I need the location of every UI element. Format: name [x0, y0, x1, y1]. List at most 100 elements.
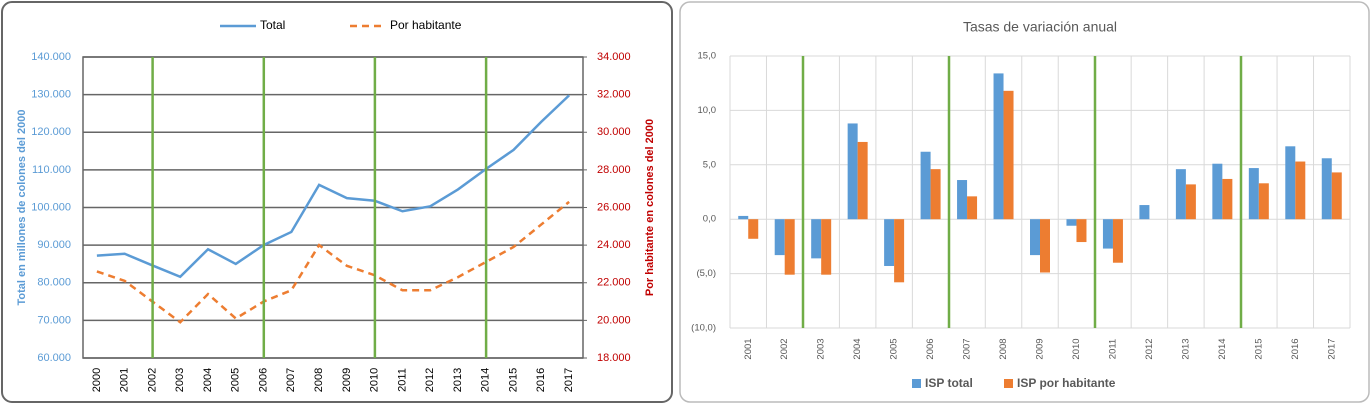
y-axis-title: Total en millones de colones del 2000	[16, 109, 28, 305]
bar	[1331, 172, 1342, 220]
chart-title: Tasas de variación anual	[963, 19, 1117, 35]
legend-label: Total	[260, 18, 285, 32]
bar	[1295, 161, 1306, 220]
x-tick-label: 2005	[889, 338, 900, 359]
y-tick-label: (5,0)	[696, 268, 716, 279]
legend-label: ISP total	[925, 376, 973, 390]
x-tick-label: 2004	[202, 368, 214, 392]
y-tick-label: 110.000	[32, 164, 71, 176]
y-tick-label: 140.000	[31, 51, 71, 63]
bar	[920, 151, 931, 220]
y-tick-label: 120.000	[31, 126, 71, 138]
y2-tick-label: 28.000	[597, 164, 631, 176]
bar	[1040, 219, 1050, 273]
x-tick-label: 2016	[1290, 338, 1301, 359]
bar	[894, 219, 905, 283]
bar	[1212, 163, 1223, 220]
bar	[1321, 158, 1332, 220]
x-tick-label: 2006	[925, 338, 936, 359]
bar	[847, 123, 858, 220]
y-tick-label: (10,0)	[691, 323, 716, 334]
bar	[1222, 178, 1233, 220]
bar	[993, 73, 1004, 220]
x-tick-label: 2001	[119, 368, 131, 392]
x-tick-label: 2001	[743, 338, 754, 359]
y-tick-label: 70.000	[37, 314, 71, 326]
bar	[821, 219, 832, 275]
bar	[884, 219, 895, 266]
x-tick-label: 2010	[369, 368, 381, 392]
bar	[1185, 184, 1196, 220]
x-tick-label: 2016	[535, 368, 547, 392]
y2-tick-label: 34.000	[597, 51, 631, 63]
x-tick-label: 2015	[507, 368, 519, 392]
bar	[1112, 219, 1123, 263]
bar	[1248, 168, 1259, 220]
bar	[957, 180, 968, 220]
y-tick-label: 0,0	[703, 214, 716, 225]
series-line	[96, 200, 570, 324]
y2-tick-label: 22.000	[597, 277, 631, 289]
right-panel	[679, 1, 1370, 403]
y2-tick-label: 30.000	[597, 126, 631, 138]
series-line	[96, 94, 570, 279]
x-tick-label: 2006	[257, 368, 269, 392]
marker-lines	[151, 56, 1243, 358]
bar	[1003, 90, 1014, 220]
bar-chart: Tasas de variación anual (10,0) (5,0) 0,0 5,…	[691, 19, 1351, 390]
x-tick-label: 2014	[480, 368, 492, 392]
y2-axis-title: Por habitante en colones del 2000	[644, 119, 656, 296]
x-tick-label: 2002	[779, 338, 790, 359]
legend-swatch	[1004, 379, 1013, 388]
bar	[967, 196, 978, 220]
y2-tick-label: 26.000	[597, 201, 631, 213]
x-tick-label: 2015	[1253, 338, 1264, 359]
x-tick-label: 2013	[452, 368, 464, 392]
line-chart: 60.000 70.000 80.000 90.000 100.000 110.000 12…	[16, 18, 656, 392]
x-tick-label: 2011	[396, 368, 408, 392]
bar	[1066, 219, 1077, 226]
y-tick-label: 130.000	[31, 89, 71, 101]
x-tick-label: 2012	[424, 368, 436, 392]
bar	[1030, 219, 1040, 256]
x-tick-label: 2008	[313, 368, 325, 392]
left-panel	[1, 1, 673, 403]
y2-tick-label: 20.000	[597, 314, 631, 326]
x-tick-label: 2002	[146, 368, 158, 392]
y-tick-label: 90.000	[37, 239, 71, 251]
x-tick-label: 2017	[563, 368, 575, 392]
bar	[857, 141, 868, 220]
bar	[748, 219, 759, 239]
x-tick-label: 2013	[1180, 338, 1191, 359]
bar	[930, 169, 941, 220]
bar	[1076, 219, 1087, 243]
legend-swatch	[912, 379, 921, 388]
bar	[1175, 169, 1186, 220]
y2-tick-label: 32.000	[597, 89, 631, 101]
legend-label: Por habitante	[390, 18, 462, 32]
x-tick-label: 2014	[1217, 338, 1228, 359]
y-tick-label: 80.000	[37, 277, 71, 289]
y-tick-label: 100.000	[31, 201, 71, 213]
y-tick-label: 60.000	[37, 352, 71, 364]
bar	[774, 219, 785, 256]
bar	[1285, 146, 1296, 220]
bar	[1139, 205, 1150, 220]
bar	[1258, 183, 1269, 220]
bar	[1102, 219, 1113, 249]
x-tick-label: 2009	[341, 368, 353, 392]
x-tick-label: 2010	[1071, 338, 1082, 359]
y-tick-label: 10,0	[698, 105, 717, 116]
bar	[738, 215, 749, 220]
y2-tick-label: 24.000	[597, 239, 631, 251]
x-tick-label: 2008	[998, 338, 1009, 359]
x-tick-label: 2017	[1326, 338, 1337, 359]
x-tick-label: 2003	[174, 368, 186, 392]
x-tick-label: 2012	[1144, 338, 1155, 359]
x-tick-label: 2007	[285, 368, 297, 392]
x-tick-label: 2011	[1107, 339, 1118, 359]
legend-label: ISP por habitante	[1017, 376, 1116, 390]
y-tick-label: 5,0	[703, 159, 716, 170]
bar	[784, 219, 795, 275]
